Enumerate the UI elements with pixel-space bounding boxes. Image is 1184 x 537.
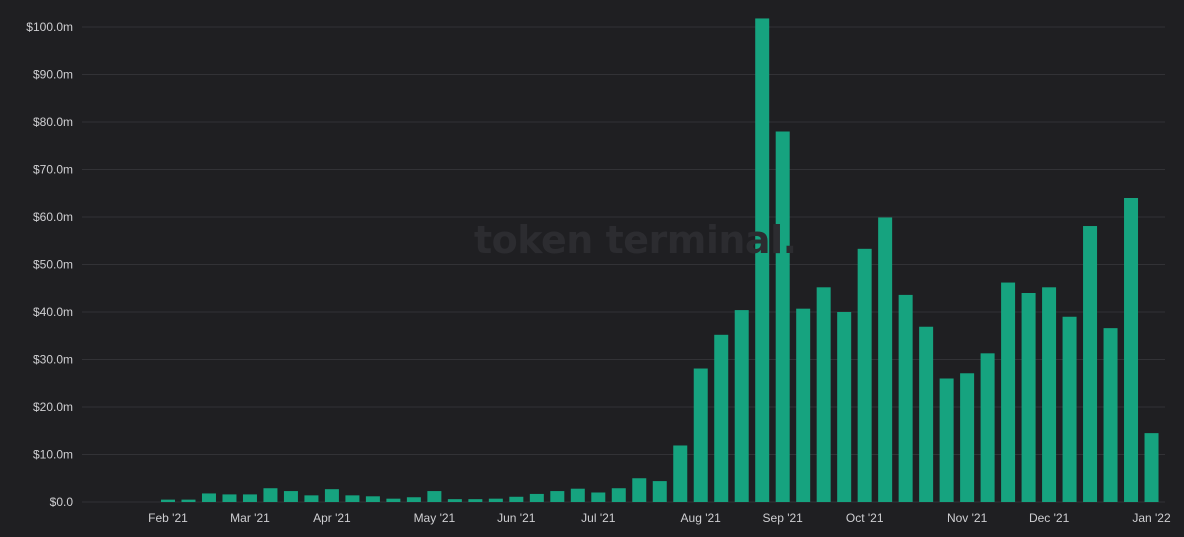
- y-tick-label: $40.0m: [33, 305, 73, 319]
- bar: [324, 489, 339, 502]
- bar: [447, 499, 462, 502]
- bar: [919, 326, 934, 502]
- bar: [693, 368, 708, 502]
- x-tick-label: May '21: [414, 511, 456, 525]
- y-tick-label: $90.0m: [33, 68, 73, 82]
- bar: [181, 499, 196, 503]
- x-tick-label: Apr '21: [313, 511, 351, 525]
- bar: [427, 491, 442, 502]
- bar: [755, 18, 770, 502]
- bar: [1062, 316, 1077, 502]
- x-tick-label: Jul '21: [581, 511, 616, 525]
- bar: [857, 248, 872, 502]
- x-tick-label: Feb '21: [148, 511, 188, 525]
- bar: [1021, 293, 1036, 502]
- bar: [980, 353, 995, 502]
- y-tick-label: $50.0m: [33, 258, 73, 272]
- bar: [304, 495, 319, 502]
- bar: [1144, 433, 1159, 503]
- bar: [652, 481, 667, 502]
- bar: [673, 445, 688, 502]
- y-tick-label: $60.0m: [33, 210, 73, 224]
- bar: [939, 378, 954, 502]
- bar: [816, 287, 831, 502]
- bar: [242, 494, 257, 502]
- x-tick-label: Nov '21: [947, 511, 988, 525]
- y-tick-label: $70.0m: [33, 163, 73, 177]
- bar: [1001, 282, 1016, 502]
- bar: [775, 131, 790, 502]
- bar: [796, 308, 811, 502]
- bar: [1124, 198, 1139, 502]
- y-tick-label: $100.0m: [26, 20, 73, 34]
- x-tick-label: Sep '21: [763, 511, 804, 525]
- bar: [509, 496, 524, 502]
- bar: [570, 488, 585, 502]
- bar: [714, 334, 729, 502]
- bar: [283, 491, 298, 502]
- bar: [837, 312, 852, 502]
- y-tick-label: $80.0m: [33, 115, 73, 129]
- x-tick-label: Aug '21: [681, 511, 722, 525]
- bar: [1083, 226, 1098, 502]
- bar: [960, 373, 975, 502]
- bar: [161, 499, 175, 503]
- y-tick-label: $20.0m: [33, 400, 73, 414]
- bar: [406, 497, 421, 502]
- bar: [734, 310, 749, 502]
- y-tick-label: $0.0: [50, 495, 74, 509]
- bar: [878, 217, 893, 503]
- x-tick-label: Dec '21: [1029, 511, 1070, 525]
- bar: [632, 478, 647, 502]
- bar: [898, 294, 913, 502]
- bar: [1042, 287, 1057, 502]
- bar: [263, 488, 278, 502]
- bar: [591, 492, 606, 502]
- bar: [550, 491, 565, 502]
- y-tick-label: $10.0m: [33, 448, 73, 462]
- bar: [222, 494, 237, 502]
- bar: [529, 493, 544, 502]
- bar: [611, 488, 626, 502]
- x-tick-label: Mar '21: [230, 511, 270, 525]
- bar: [386, 498, 401, 502]
- bar: [1103, 328, 1118, 502]
- bar: [345, 495, 360, 502]
- bar: [365, 496, 380, 502]
- x-tick-label: Jan '22: [1132, 511, 1171, 525]
- x-tick-label: Jun '21: [497, 511, 536, 525]
- bar: [488, 498, 503, 502]
- x-tick-label: Oct '21: [846, 511, 884, 525]
- bar: [468, 499, 483, 502]
- bar: [201, 493, 216, 502]
- y-tick-label: $30.0m: [33, 353, 73, 367]
